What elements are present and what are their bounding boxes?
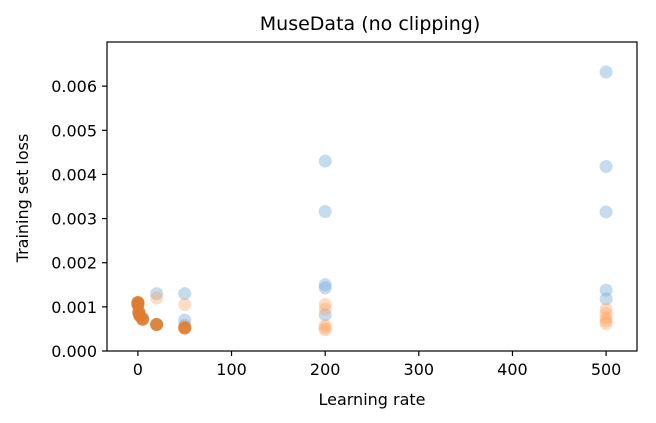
data-point bbox=[599, 283, 613, 297]
x-tick-label: 400 bbox=[497, 360, 528, 379]
points-layer bbox=[131, 65, 613, 337]
data-point bbox=[599, 292, 613, 306]
data-point bbox=[318, 205, 332, 219]
x-tick-label: 300 bbox=[404, 360, 435, 379]
data-point bbox=[318, 318, 332, 332]
series-1 bbox=[131, 65, 613, 332]
data-point bbox=[318, 308, 332, 322]
y-tick-label: 0.001 bbox=[51, 298, 97, 317]
data-point bbox=[599, 302, 613, 316]
data-point bbox=[599, 159, 613, 173]
chart-title: MuseData (no clipping) bbox=[260, 13, 480, 35]
data-point bbox=[318, 321, 332, 335]
y-axis: 0.000 0.001 0.002 0.003 0.004 0.005 0.006 bbox=[51, 77, 107, 361]
data-point bbox=[318, 154, 332, 168]
data-point bbox=[599, 65, 613, 79]
data-point bbox=[318, 298, 332, 312]
data-point bbox=[178, 321, 192, 335]
data-point bbox=[318, 281, 332, 295]
series-3 bbox=[131, 295, 192, 335]
data-point bbox=[599, 317, 613, 331]
x-axis-label: Learning rate bbox=[318, 390, 425, 409]
x-tick-label: 100 bbox=[216, 360, 247, 379]
data-point bbox=[150, 287, 164, 301]
data-point bbox=[150, 291, 164, 305]
data-point bbox=[599, 311, 613, 325]
x-tick-label: 500 bbox=[591, 360, 622, 379]
data-point bbox=[136, 312, 150, 326]
y-tick-label: 0.002 bbox=[51, 254, 97, 273]
y-tick-label: 0.003 bbox=[51, 210, 97, 229]
data-point bbox=[318, 323, 332, 337]
y-tick-label: 0.000 bbox=[51, 342, 97, 361]
y-tick-label: 0.005 bbox=[51, 121, 97, 140]
y-axis-label: Training set loss bbox=[13, 134, 32, 264]
y-tick-label: 0.004 bbox=[51, 165, 97, 184]
data-point bbox=[318, 278, 332, 292]
plot-frame bbox=[106, 41, 638, 352]
data-point bbox=[318, 302, 332, 316]
x-axis: 0 100 200 300 400 500 bbox=[133, 351, 622, 379]
x-tick-label: 0 bbox=[133, 360, 143, 379]
data-point bbox=[178, 287, 192, 301]
data-point bbox=[599, 205, 613, 219]
data-point bbox=[178, 298, 192, 312]
data-point bbox=[150, 318, 164, 332]
y-tick-label: 0.006 bbox=[51, 77, 97, 96]
series-2 bbox=[150, 291, 613, 337]
data-point bbox=[599, 314, 613, 328]
data-point bbox=[599, 306, 613, 320]
x-tick-label: 200 bbox=[310, 360, 341, 379]
